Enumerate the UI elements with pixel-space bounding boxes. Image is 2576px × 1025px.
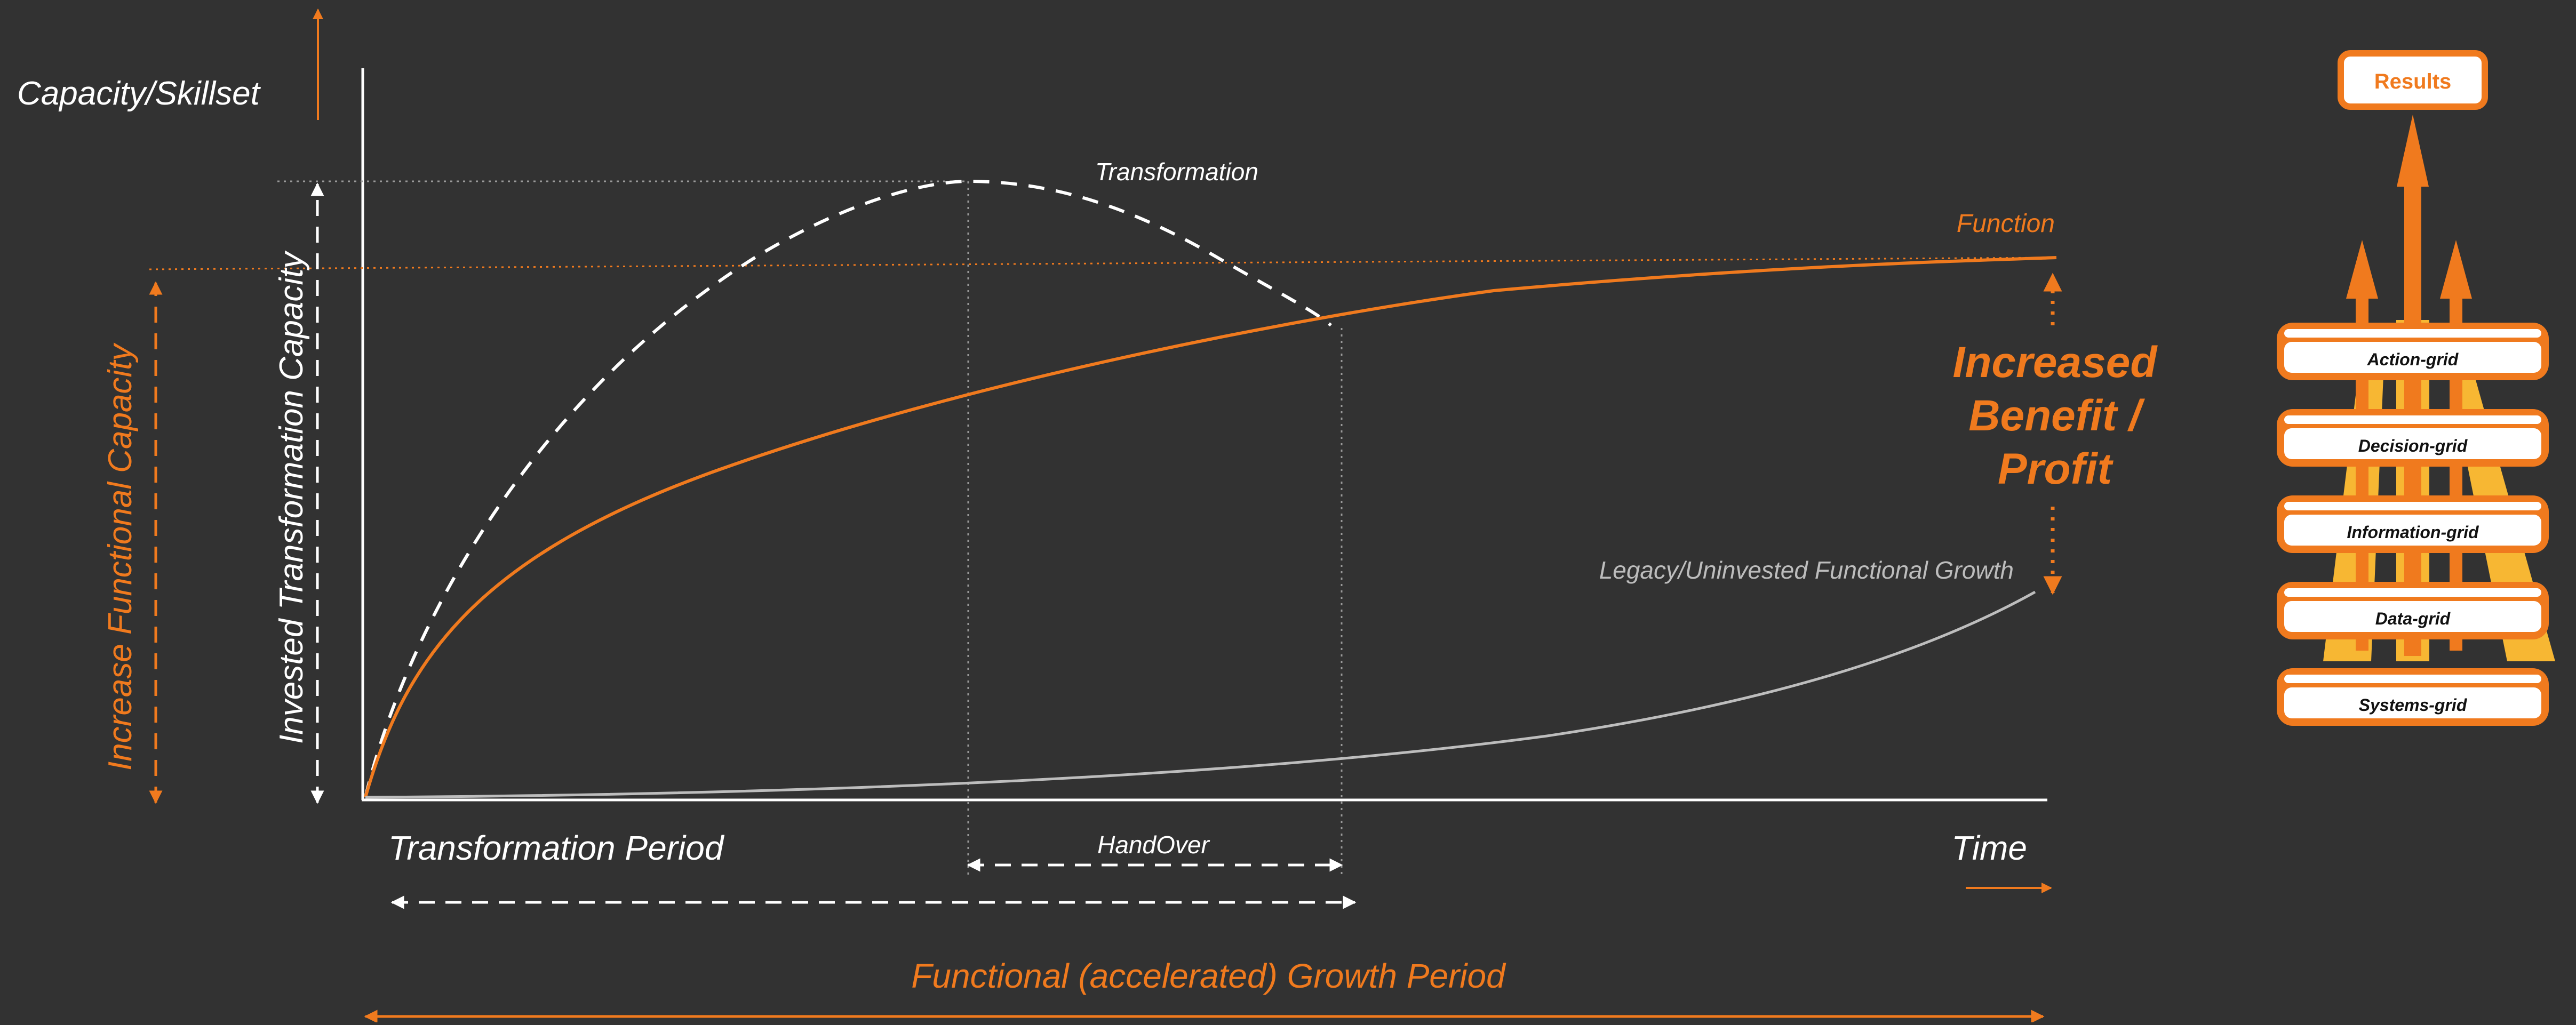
stack-layer-label: Action-grid (2367, 350, 2459, 369)
stack-layer-label: Decision-grid (2358, 436, 2468, 455)
right-arrow-head (2440, 240, 2472, 299)
results-arrow-head (2397, 115, 2429, 187)
stack-layer-highlight (2284, 502, 2541, 510)
transformation-curve-label: Transformation (1095, 158, 1258, 186)
stack-layer-3: Information-grid (2277, 495, 2549, 553)
handover-label: HandOver (1097, 831, 1210, 859)
stack-layer-label: Data-grid (2375, 609, 2451, 628)
legacy-curve (365, 590, 2036, 799)
transformation-curve (364, 179, 1332, 798)
stack-layer-highlight (2284, 588, 2541, 597)
benefit-label-line3: Profit (1998, 445, 2114, 493)
stack-layer-label: Information-grid (2347, 523, 2479, 542)
transformation-period-label: Transformation Period (388, 829, 725, 867)
stack-layer-5: Systems-grid (2277, 668, 2549, 726)
time-label: Time (1951, 829, 2027, 867)
y-axis-label: Capacity/Skillset (17, 75, 261, 112)
legacy-curve-label: Legacy/Uninvested Functional Growth (1599, 556, 2014, 584)
left-arrow-head (2346, 240, 2378, 299)
growth-period-label: Functional (accelerated) Growth Period (911, 957, 1506, 995)
invested-transformation-capacity-label: Invested Transformation Capacity (273, 250, 310, 744)
stack-layer-face (2284, 515, 2541, 546)
results-label: Results (2374, 70, 2452, 93)
stack-layers: Action-grid Decision-grid Information-grid… (2277, 323, 2549, 726)
stack-layer-face (2284, 342, 2541, 373)
layer-stack: Results Action-grid Decision-grid Informat… (2277, 50, 2555, 726)
stack-layer-face (2284, 428, 2541, 459)
function-level-guide (149, 257, 2057, 270)
stack-layer-highlight (2284, 675, 2541, 683)
stack-layer-highlight (2284, 415, 2541, 424)
stack-layer-face (2284, 601, 2541, 632)
stack-layer-4: Data-grid (2277, 582, 2549, 639)
increase-functional-capacity-label: Increase Functional Capacity (102, 342, 139, 771)
stack-layer-face (2284, 687, 2541, 718)
stack-layer-1: Action-grid (2277, 323, 2549, 380)
results-box (2338, 50, 2488, 110)
function-curve (364, 256, 2057, 798)
stack-layer-label: Systems-grid (2359, 695, 2468, 715)
benefit-label-line2: Benefit / (1968, 391, 2145, 440)
stack-layer-2: Decision-grid (2277, 409, 2549, 467)
stack-layer-highlight (2284, 329, 2541, 338)
benefit-label-line1: Increased (1953, 338, 2158, 387)
function-curve-label: Function (1957, 210, 2055, 238)
